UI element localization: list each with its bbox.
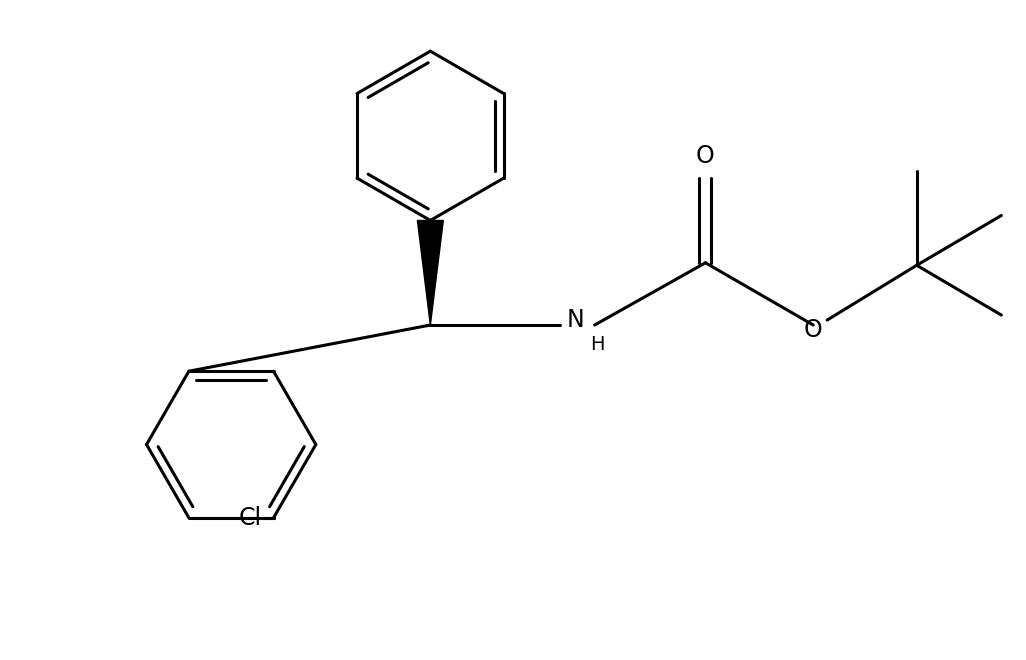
Polygon shape	[418, 220, 443, 325]
Text: N: N	[566, 308, 585, 332]
Text: Cl: Cl	[238, 506, 262, 530]
Text: H: H	[590, 335, 604, 354]
Text: O: O	[803, 318, 823, 342]
Text: O: O	[696, 144, 715, 168]
